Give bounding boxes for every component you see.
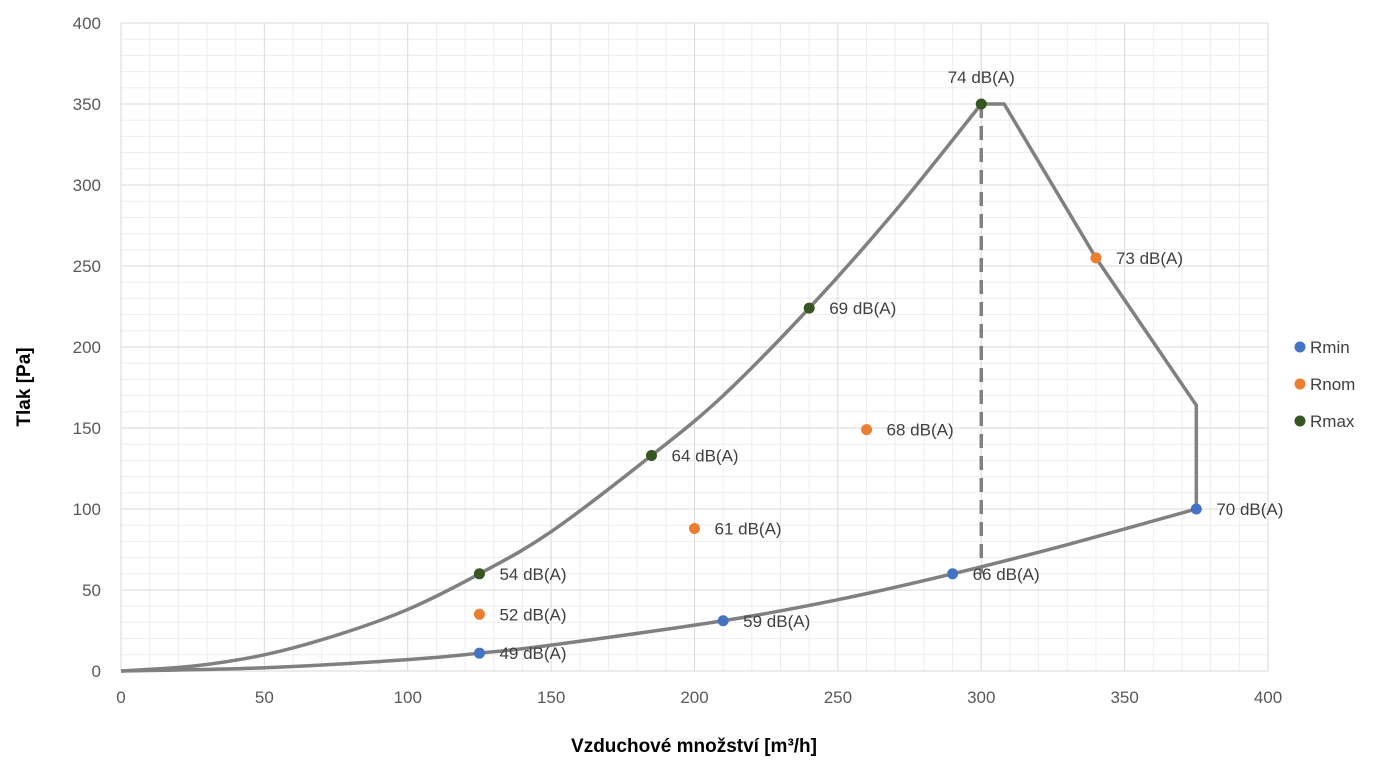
y-tick-label: 150	[73, 419, 101, 438]
point-rmin	[717, 615, 729, 627]
data-label: 64 dB(A)	[671, 447, 738, 466]
x-axis-title: Vzduchové množství [m³/h]	[571, 736, 817, 757]
y-tick-label: 200	[73, 338, 101, 357]
x-tick-label: 250	[824, 688, 852, 707]
point-rmin	[1190, 503, 1202, 515]
y-tick-label: 400	[73, 14, 101, 33]
legend-marker-rmax	[1294, 415, 1306, 427]
legend-marker-rmin	[1294, 341, 1306, 353]
point-rnom	[689, 522, 700, 534]
legend-label-rnom: Rnom	[1310, 375, 1355, 394]
legend: Rmin Rnom Rmax	[1294, 338, 1355, 431]
legend-marker-rnom	[1294, 378, 1306, 390]
data-label: 70 dB(A)	[1216, 500, 1283, 519]
y-axis-ticks: 0 50 100 150 200 250 300 350 400	[73, 14, 101, 681]
x-tick-label: 0	[116, 688, 125, 707]
data-labels: 49 dB(A) 59 dB(A) 66 dB(A) 70 dB(A) 52 dB(A)…	[499, 68, 1283, 663]
point-rmin	[947, 568, 959, 580]
x-axis-ticks: 0 50 100 150 200 250 300 350 400	[116, 688, 1282, 707]
data-label: 61 dB(A)	[715, 519, 782, 538]
data-label: 68 dB(A)	[887, 421, 954, 440]
point-rnom	[473, 608, 485, 620]
y-tick-label: 50	[82, 581, 101, 600]
x-tick-label: 400	[1254, 688, 1282, 707]
data-label: 69 dB(A)	[829, 299, 896, 318]
point-rmax	[803, 302, 815, 314]
x-tick-label: 150	[537, 688, 565, 707]
y-tick-label: 100	[73, 500, 101, 519]
major-gridlines	[120, 22, 1269, 672]
y-axis-title: Tlak [Pa]	[14, 347, 35, 426]
point-rmin	[473, 647, 485, 659]
point-rmax	[473, 568, 485, 580]
y-tick-label: 300	[73, 176, 101, 195]
data-label: 66 dB(A)	[973, 565, 1040, 584]
x-tick-label: 350	[1110, 688, 1138, 707]
point-rmax	[975, 98, 987, 110]
data-label: 73 dB(A)	[1116, 249, 1183, 268]
point-rmax	[645, 450, 657, 462]
data-label: 49 dB(A)	[499, 644, 566, 663]
lower-curve	[120, 507, 1197, 673]
y-tick-label: 350	[73, 95, 101, 114]
point-rnom	[861, 424, 873, 436]
x-tick-label: 100	[394, 688, 422, 707]
upper-curve-rising	[120, 102, 983, 673]
data-label: 59 dB(A)	[743, 612, 810, 631]
upper-curve-falling	[981, 102, 1199, 509]
y-tick-label: 250	[73, 257, 101, 276]
data-points	[473, 98, 1202, 659]
legend-label-rmin: Rmin	[1310, 338, 1350, 357]
x-tick-label: 50	[255, 688, 274, 707]
legend-label-rmax: Rmax	[1310, 412, 1355, 431]
y-tick-label: 0	[92, 662, 101, 681]
point-rnom	[1090, 252, 1102, 264]
x-tick-label: 200	[680, 688, 708, 707]
x-tick-label: 300	[967, 688, 995, 707]
data-label: 52 dB(A)	[499, 605, 566, 624]
data-label: 74 dB(A)	[948, 68, 1015, 87]
performance-curves	[120, 102, 1199, 673]
data-label: 54 dB(A)	[499, 565, 566, 584]
